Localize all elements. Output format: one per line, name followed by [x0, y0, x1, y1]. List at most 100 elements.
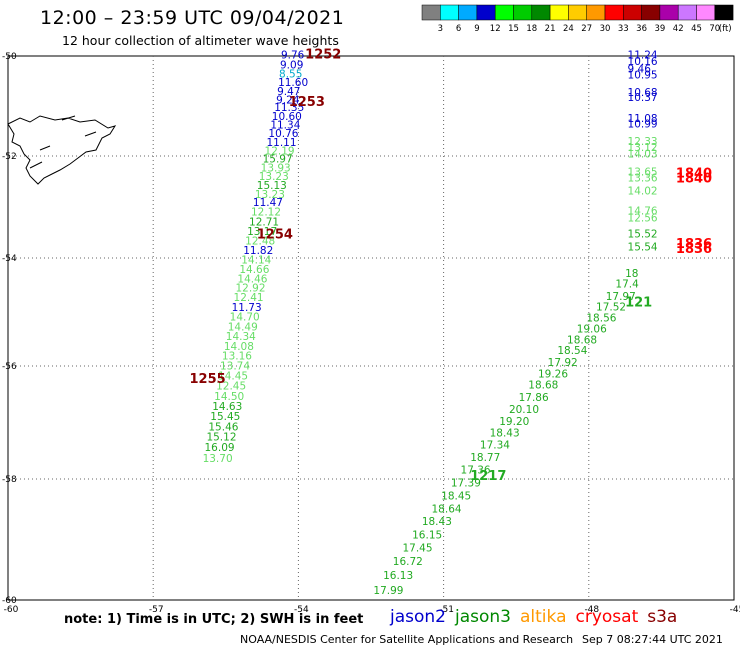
pass-time-label: 1217	[470, 469, 506, 484]
wave-height-value: 16.13	[383, 570, 413, 582]
page-subtitle: 12 hour collection of altimeter wave hei…	[62, 33, 339, 48]
wave-height-value: 18.77	[470, 452, 500, 464]
colorbar-tick-label: 36	[636, 24, 647, 34]
colorbar-tick-label: 6	[456, 24, 461, 34]
wave-height-value: 17.92	[548, 357, 578, 369]
colorbar-swatch	[659, 4, 679, 21]
colorbar-tick-label: 15	[508, 24, 519, 34]
wave-height-value: 15.97	[263, 154, 293, 166]
colorbar-tick-label: 70	[709, 24, 720, 34]
wave-height-value: 14.46	[237, 273, 267, 285]
wave-height-value: 18	[625, 268, 638, 280]
colorbar-tick-label: 12	[490, 24, 501, 34]
wave-height-value: 13.23	[259, 171, 289, 183]
colorbar-swatch	[623, 4, 642, 21]
wave-height-value: 13.16	[222, 351, 252, 363]
colorbar-unit-label: (ft)	[719, 24, 732, 34]
wave-height-value: 17.52	[596, 301, 626, 313]
colorbar-swatch	[549, 4, 569, 21]
wave-height-value: 11.47	[253, 197, 283, 209]
y-tick-labels: -50 -52 -54 -56 -58 -60	[2, 52, 17, 606]
colorbar-swatch	[476, 4, 496, 21]
wave-height-value: 11.35	[274, 102, 304, 114]
wave-height-value: 10.60	[272, 111, 302, 123]
credit-text: NOAA/NESDIS Center for Satellite Applica…	[240, 633, 574, 646]
colorbar-tick-label: 33	[618, 24, 629, 34]
x-tick-label: -60	[4, 605, 19, 615]
page-title: 12:00 – 23:59 UTC 09/04/2021	[40, 7, 345, 29]
wave-height-value: 9.76	[281, 50, 305, 62]
colorbar-swatch	[714, 4, 734, 21]
wave-height-value: 12.45	[216, 381, 246, 393]
wave-height-value: 10.16	[628, 56, 658, 68]
colorbar-tick-label: 30	[600, 24, 611, 34]
colorbar-tick-label: 39	[654, 24, 665, 34]
wave-height-value: 11.73	[232, 302, 262, 314]
wave-height-value: 17.36	[461, 464, 491, 476]
x-tick-label: -48	[584, 605, 599, 615]
colorbar-swatch	[677, 4, 697, 21]
wave-height-value: 12.12	[251, 207, 281, 219]
x-tick-label: -54	[294, 605, 309, 615]
colorbar-swatch	[458, 4, 478, 21]
colorbar-swatch	[513, 4, 533, 21]
wave-height-value: 18.43	[422, 516, 452, 528]
wave-height-value: 11.24	[628, 50, 658, 62]
wave-height-value: 10.95	[628, 70, 658, 82]
wave-height-value: 14.14	[241, 254, 271, 266]
colorbar-swatch	[421, 4, 441, 21]
wave-height-value: 18.64	[432, 503, 462, 515]
wave-height-value: 13.70	[203, 453, 233, 465]
wave-height-value: 14.76	[628, 206, 658, 218]
wave-height-value: 18.45	[441, 491, 471, 503]
wave-height-value: 14.34	[226, 331, 256, 343]
plot-frame	[7, 55, 735, 601]
y-tick-label: -52	[2, 152, 17, 162]
wave-height-value: 16.15	[412, 529, 442, 541]
wave-height-value: 13.36	[628, 173, 658, 185]
x-tick-label: -57	[149, 605, 164, 615]
wave-height-value: 18.56	[586, 313, 616, 325]
pass-time-label: 121	[625, 296, 652, 311]
wave-height-value: 13.93	[261, 162, 291, 174]
wave-height-value: 8.55	[279, 69, 302, 81]
colorbar-swatch	[641, 4, 661, 21]
colorbar-tick-label: 18	[526, 24, 537, 34]
colorbar-swatch	[568, 4, 587, 21]
pass-time-label: 1252	[305, 48, 341, 63]
satellite-jason2: jason2	[390, 607, 446, 627]
wave-height-value: 17.4	[615, 279, 639, 291]
x-tick-label: -51	[439, 605, 454, 615]
generated-timestamp: Sep 7 08:27:44 UTC 2021	[582, 633, 723, 646]
wave-height-value: 12.48	[245, 236, 275, 248]
wave-height-value: 14.63	[212, 401, 242, 413]
wave-height-value: 15.46	[208, 421, 238, 433]
x-tick-label: -45	[730, 605, 740, 615]
colorbar-swatch	[494, 4, 514, 21]
colorbar-tick-label: 3	[438, 24, 443, 34]
wave-height-value: 14.50	[214, 391, 244, 403]
wave-height-value: 13.12	[628, 142, 658, 154]
wave-height-value: 11.11	[266, 137, 296, 149]
pass-time-label: 1836	[676, 242, 712, 257]
wave-height-value: 10.37	[628, 92, 658, 104]
wave-height-value: 10.99	[628, 119, 658, 131]
wave-height-value: 11.08	[628, 113, 658, 125]
colorbar-swatch	[531, 4, 551, 21]
pass-time-label: 1840	[676, 172, 712, 187]
colorbar-tick-label: 27	[581, 24, 592, 34]
pass-time-label: 1840	[676, 166, 712, 181]
wave-height-value: 10.76	[268, 128, 298, 140]
wave-height-value: 15.54	[628, 241, 658, 253]
wave-height-value: 15.52	[628, 229, 658, 241]
wave-height-value: 13.65	[628, 166, 658, 178]
wave-height-value: 19.26	[538, 368, 568, 380]
wave-height-value: 18.68	[567, 334, 597, 346]
colorbar-legend: 3 6 9 12 15 18 21 24 27 30 33 36 39 42 45 70(ft)	[421, 4, 734, 34]
colorbar-tick-label: 9	[474, 24, 479, 34]
wave-height-value: 17.99	[373, 585, 403, 597]
wave-height-value: 12.19	[265, 146, 295, 158]
wave-height-value: 9.47	[277, 86, 300, 98]
wave-height-value: 11.60	[278, 77, 308, 89]
colorbar-tick-label: 24	[563, 24, 574, 34]
